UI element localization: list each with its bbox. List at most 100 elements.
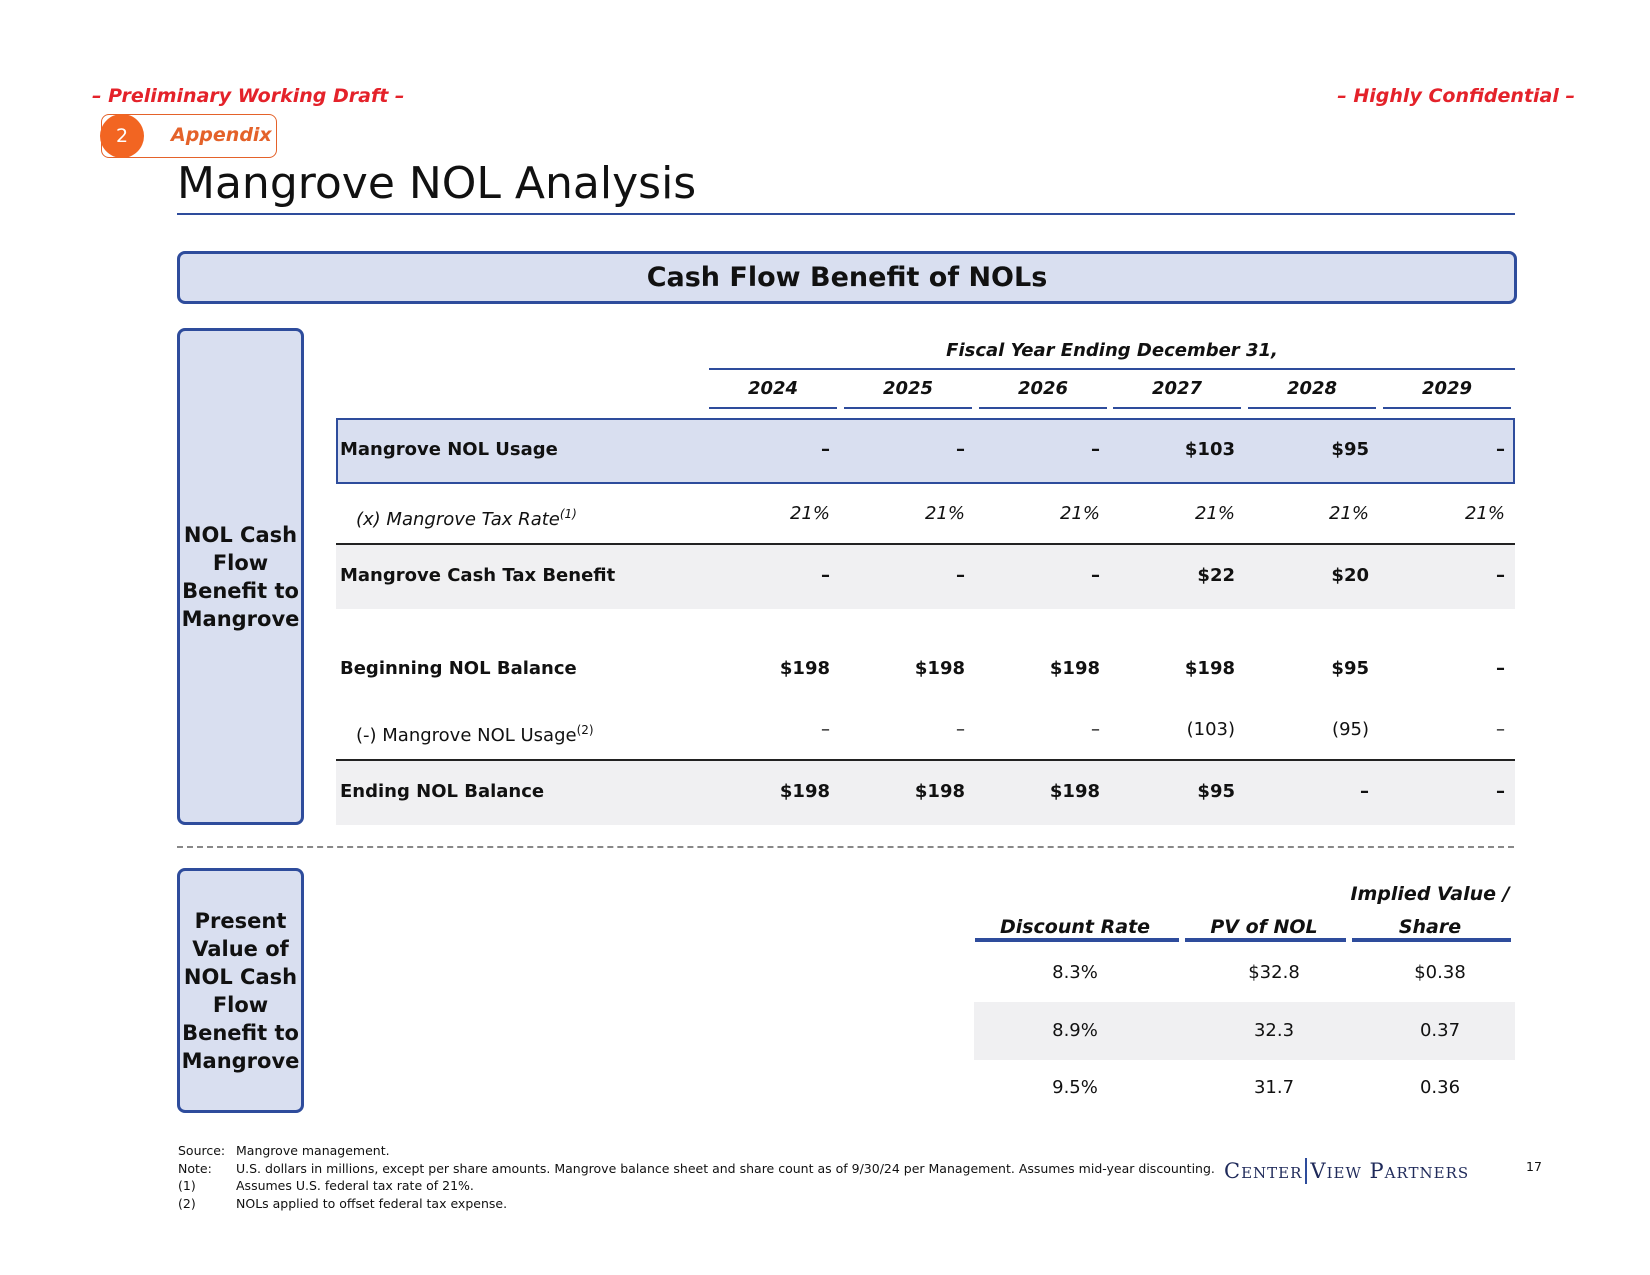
label-text: (-) Mangrove NOL Usage xyxy=(356,725,577,746)
column-header: Discount Rate xyxy=(999,916,1151,938)
side-label: Present Value of NOL Cash Flow Benefit t… xyxy=(177,868,304,1113)
cell-value: 8.3% xyxy=(1052,962,1098,983)
logo-divider xyxy=(1305,1158,1308,1184)
section-divider xyxy=(177,846,1514,848)
column-rule xyxy=(1185,938,1346,942)
draft-label: – Preliminary Working Draft – xyxy=(92,85,405,107)
column-rule xyxy=(1352,938,1511,942)
column-header: Implied Value / Share xyxy=(1350,883,1510,938)
year-header: 2024 xyxy=(747,378,799,399)
slide-title: Mangrove NOL Analysis xyxy=(177,158,697,209)
cell-value: (95) xyxy=(1332,719,1369,740)
year-header: 2028 xyxy=(1286,378,1338,399)
cell-value: – xyxy=(1360,781,1369,802)
side-label: NOL Cash Flow Benefit to Mangrove xyxy=(177,328,304,825)
footnote-text: NOLs applied to offset federal tax expen… xyxy=(236,1196,508,1211)
cell-value: – xyxy=(1091,565,1100,586)
year-rule xyxy=(709,407,837,409)
cell-value: 21% xyxy=(789,503,830,524)
cell-value: – xyxy=(1496,719,1505,740)
footnote-key: (1) xyxy=(178,1178,196,1193)
cell-value: (103) xyxy=(1186,719,1235,740)
cell-value: $198 xyxy=(779,781,830,802)
footnote-text: Assumes U.S. federal tax rate of 21%. xyxy=(236,1178,474,1193)
column-rule xyxy=(975,938,1179,942)
year-header: 2026 xyxy=(1017,378,1069,399)
footnote-ref: (1) xyxy=(559,507,577,521)
period-header: Fiscal Year Ending December 31, xyxy=(946,340,1278,361)
cell-value: 21% xyxy=(1059,503,1100,524)
row-shade xyxy=(974,1002,1515,1060)
cell-value: 0.37 xyxy=(1419,1020,1461,1041)
footnote-key: Note: xyxy=(178,1161,212,1176)
footnote-text: Mangrove management. xyxy=(236,1143,390,1158)
year-rule xyxy=(1113,407,1241,409)
row-label: Mangrove NOL Usage xyxy=(340,440,558,460)
cell-value: 21% xyxy=(924,503,965,524)
cell-value: – xyxy=(821,719,830,740)
cell-value: $32.8 xyxy=(1248,962,1300,983)
confidential-label: – Highly Confidential – xyxy=(1337,85,1575,107)
cell-value: $0.38 xyxy=(1414,962,1466,983)
cell-value: – xyxy=(1496,781,1505,802)
title-rule xyxy=(177,213,1515,215)
row-label: Beginning NOL Balance xyxy=(340,659,577,679)
row-label: Mangrove Cash Tax Benefit xyxy=(340,566,615,586)
cell-value: 21% xyxy=(1194,503,1235,524)
cell-value: $198 xyxy=(914,781,965,802)
label-text: Mangrove NOL Usage xyxy=(340,439,558,460)
footnote-key: Source: xyxy=(178,1143,226,1158)
row-highlight xyxy=(336,418,1515,484)
cell-value: $198 xyxy=(914,658,965,679)
cell-value: 32.3 xyxy=(1253,1020,1295,1041)
cell-value: – xyxy=(956,565,965,586)
cell-value: $198 xyxy=(1049,781,1100,802)
row-label: (x) Mangrove Tax Rate(1) xyxy=(356,504,577,530)
year-header: 2027 xyxy=(1151,378,1203,399)
cell-value: $103 xyxy=(1184,439,1235,460)
cell-value: $20 xyxy=(1331,565,1369,586)
label-text: Ending NOL Balance xyxy=(340,781,545,802)
cell-value: – xyxy=(1496,565,1505,586)
cell-value: $22 xyxy=(1197,565,1235,586)
footnote-ref: (2) xyxy=(576,723,594,737)
logo-left: Center xyxy=(1224,1159,1303,1183)
section-number: 2 xyxy=(100,114,144,158)
cell-value: 8.9% xyxy=(1052,1020,1098,1041)
row-shade xyxy=(336,759,1515,825)
cell-value: – xyxy=(1091,439,1100,460)
cell-value: – xyxy=(821,439,830,460)
cell-value: $198 xyxy=(779,658,830,679)
year-rule xyxy=(979,407,1107,409)
page-number: 17 xyxy=(1526,1159,1542,1174)
cell-value: $95 xyxy=(1197,781,1235,802)
logo: Center View Partners xyxy=(1224,1158,1469,1184)
column-header: PV of NOL xyxy=(1210,916,1318,938)
cell-value: $95 xyxy=(1331,439,1369,460)
cell-value: 21% xyxy=(1464,503,1505,524)
cell-value: 21% xyxy=(1328,503,1369,524)
cell-value: $95 xyxy=(1331,658,1369,679)
footnote-key: (2) xyxy=(178,1196,196,1211)
period-rule xyxy=(709,368,1515,370)
footnote-text: U.S. dollars in millions, except per sha… xyxy=(236,1161,1215,1176)
logo-right: View Partners xyxy=(1310,1159,1470,1183)
cell-value: $198 xyxy=(1049,658,1100,679)
cell-value: $198 xyxy=(1184,658,1235,679)
cell-value: – xyxy=(1091,719,1100,740)
row-label: (-) Mangrove NOL Usage(2) xyxy=(356,720,594,746)
cell-value: 9.5% xyxy=(1052,1077,1098,1098)
cell-value: 31.7 xyxy=(1253,1077,1295,1098)
banner: Cash Flow Benefit of NOLs xyxy=(177,251,1517,304)
label-text: Beginning NOL Balance xyxy=(340,658,577,679)
cell-value: 0.36 xyxy=(1419,1077,1461,1098)
year-header: 2025 xyxy=(882,378,934,399)
section-name: Appendix xyxy=(171,124,272,146)
cell-value: – xyxy=(1496,658,1505,679)
cell-value: – xyxy=(821,565,830,586)
year-rule xyxy=(844,407,972,409)
cell-value: – xyxy=(956,439,965,460)
year-header: 2029 xyxy=(1421,378,1473,399)
label-text: Mangrove Cash Tax Benefit xyxy=(340,565,616,586)
